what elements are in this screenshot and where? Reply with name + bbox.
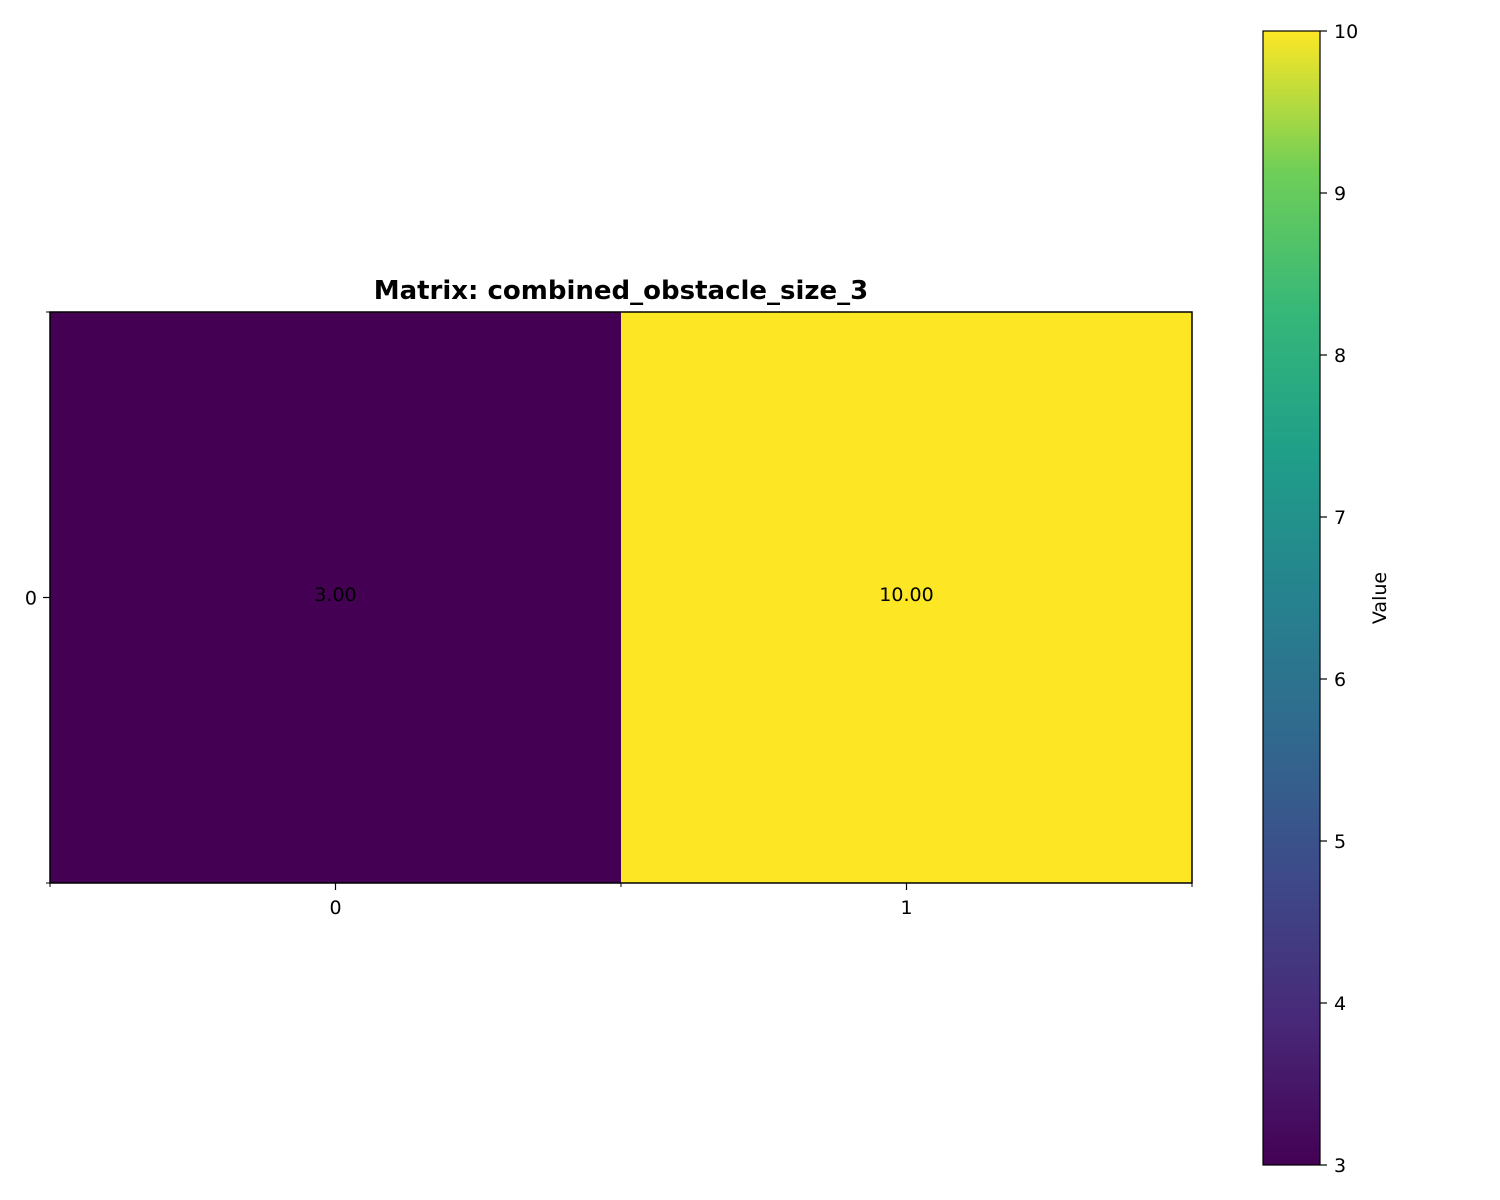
colorbar-tick-label: 8: [1334, 345, 1346, 367]
cell-value-label: 10.00: [879, 584, 933, 606]
colorbar-frame: [1262, 30, 1321, 1166]
heatmap-cell: [50, 312, 621, 883]
colorbar-tick-label: 5: [1334, 831, 1346, 853]
heatmap-cell: [621, 312, 1192, 883]
colorbar-tick-label: 4: [1334, 993, 1346, 1015]
x-tick-label: 1: [900, 897, 912, 919]
y-axis: 0: [25, 311, 50, 884]
colorbar-tick-label: 3: [1334, 1155, 1346, 1177]
y-tick-label: 0: [25, 588, 37, 610]
colorbar-gradient: [1263, 31, 1320, 1165]
heatmap-cell-labels: 3.00 10.00: [314, 584, 933, 606]
heatmap-cells: [50, 312, 1192, 883]
x-tick-label: 0: [329, 897, 341, 919]
colorbar-ticks: 3 4 5 6 7 8 9 10: [1320, 21, 1358, 1177]
colorbar-tick-label: 9: [1334, 183, 1346, 205]
colorbar-tick-label: 10: [1334, 21, 1358, 43]
chart-title: Matrix: combined_obstacle_size_3: [374, 276, 869, 306]
colorbar-tick-label: 6: [1334, 669, 1346, 691]
colorbar-label: Value: [1369, 572, 1391, 624]
colorbar-tick-label: 7: [1334, 507, 1346, 529]
colorbar: 3 4 5 6 7 8 9 10 Value: [1262, 21, 1391, 1177]
cell-value-label: 3.00: [314, 584, 356, 606]
